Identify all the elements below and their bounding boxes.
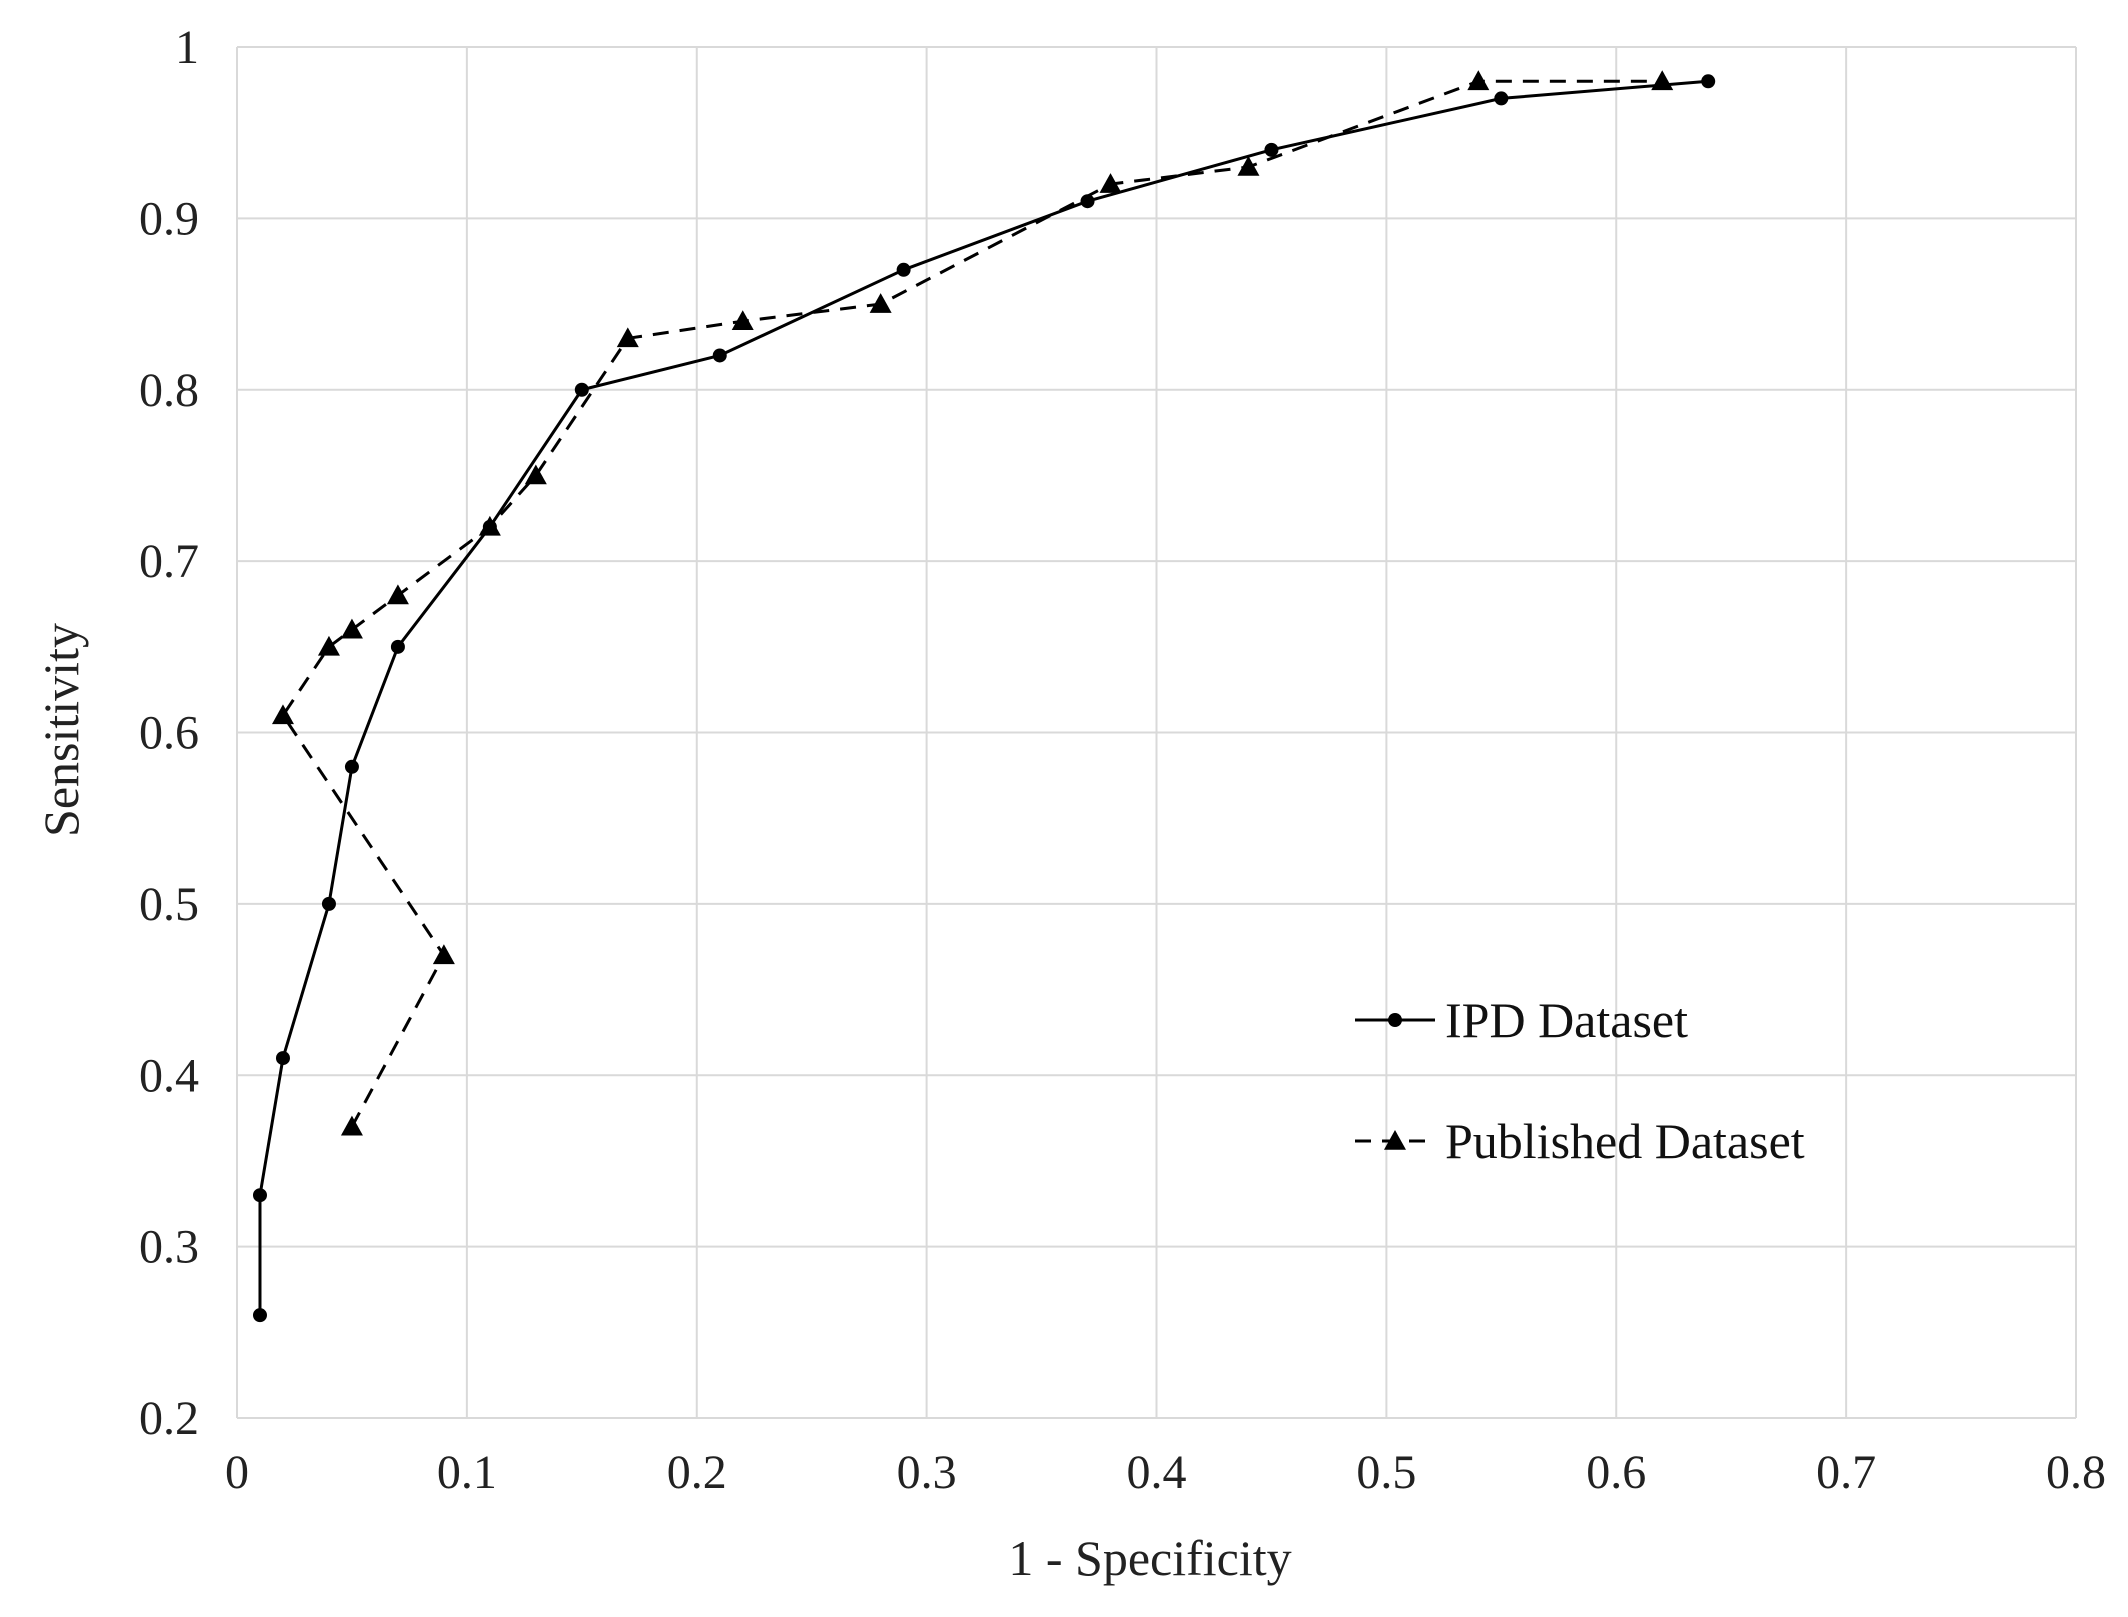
series-line-published-dataset xyxy=(281,79,1663,1128)
series-published-dataset xyxy=(271,70,1674,1136)
x-tick-label: 0 xyxy=(225,1446,249,1499)
x-tick-label: 0.7 xyxy=(1816,1446,1876,1499)
series-line-ipd-dataset xyxy=(258,79,1709,1316)
y-tick-label: 0.8 xyxy=(139,364,199,417)
data-point-ipd-dataset xyxy=(390,639,405,654)
legend: IPD Dataset Published Dataset xyxy=(1355,992,1805,1169)
data-point-published-dataset xyxy=(524,464,547,485)
data-point-ipd-dataset xyxy=(275,1051,290,1066)
x-tick-label: 0.3 xyxy=(897,1446,957,1499)
y-tick-label: 0.6 xyxy=(139,707,199,760)
x-tick-label: 0.5 xyxy=(1356,1446,1416,1499)
data-point-ipd-dataset xyxy=(712,348,727,363)
data-point-published-dataset xyxy=(340,618,363,639)
data-point-published-dataset xyxy=(616,327,639,348)
y-tick-label: 0.5 xyxy=(139,878,199,931)
legend-label: Published Dataset xyxy=(1445,1113,1805,1169)
data-point-published-dataset xyxy=(271,704,294,725)
y-axis-tick-labels: 0.2 0.3 0.4 0.5 0.6 0.7 0.8 0.9 1 xyxy=(139,21,199,1445)
y-tick-label: 1 xyxy=(175,21,199,74)
data-point-published-dataset xyxy=(386,584,409,605)
data-point-published-dataset xyxy=(340,1115,363,1136)
legend-swatch-marker xyxy=(1388,1013,1402,1027)
data-point-ipd-dataset xyxy=(1701,74,1716,89)
data-point-published-dataset xyxy=(1651,70,1674,91)
data-point-ipd-dataset xyxy=(1494,91,1509,106)
x-tick-label: 0.2 xyxy=(667,1446,727,1499)
data-point-published-dataset xyxy=(1237,155,1260,176)
data-point-published-dataset xyxy=(1467,70,1490,91)
data-point-published-dataset xyxy=(317,635,340,656)
legend-label: IPD Dataset xyxy=(1445,992,1688,1048)
data-point-ipd-dataset xyxy=(252,1188,267,1203)
legend-item-published-dataset: Published Dataset xyxy=(1355,1113,1805,1169)
x-axis-title: 1 - Specificity xyxy=(1008,1530,1291,1586)
data-point-published-dataset xyxy=(731,310,754,330)
data-point-ipd-dataset xyxy=(321,896,336,911)
data-point-ipd-dataset xyxy=(252,1308,267,1323)
series-group xyxy=(252,70,1716,1323)
x-axis-tick-labels: 0 0.1 0.2 0.3 0.4 0.5 0.6 0.7 0.8 xyxy=(225,1446,2106,1499)
y-tick-label: 0.3 xyxy=(139,1221,199,1274)
data-point-ipd-dataset xyxy=(574,382,589,397)
legend-item-ipd-dataset: IPD Dataset xyxy=(1355,992,1688,1048)
data-point-published-dataset xyxy=(869,293,892,313)
data-point-ipd-dataset xyxy=(896,262,911,277)
legend-swatch-marker xyxy=(1384,1130,1406,1150)
y-tick-label: 0.4 xyxy=(139,1049,199,1102)
x-tick-label: 0.8 xyxy=(2046,1446,2106,1499)
data-point-published-dataset xyxy=(1099,173,1122,193)
x-tick-label: 0.6 xyxy=(1586,1446,1646,1499)
x-tick-label: 0.4 xyxy=(1127,1446,1187,1499)
data-point-ipd-dataset xyxy=(344,759,359,774)
data-point-published-dataset xyxy=(478,515,501,536)
data-point-ipd-dataset xyxy=(1264,142,1279,157)
y-tick-label: 0.2 xyxy=(139,1392,199,1445)
grid-lines xyxy=(236,46,2077,1419)
data-point-published-dataset xyxy=(432,944,455,965)
y-axis-title: Sensitivity xyxy=(33,623,89,837)
y-tick-label: 0.9 xyxy=(139,192,199,245)
y-tick-label: 0.7 xyxy=(139,535,199,588)
x-tick-label: 0.1 xyxy=(437,1446,497,1499)
